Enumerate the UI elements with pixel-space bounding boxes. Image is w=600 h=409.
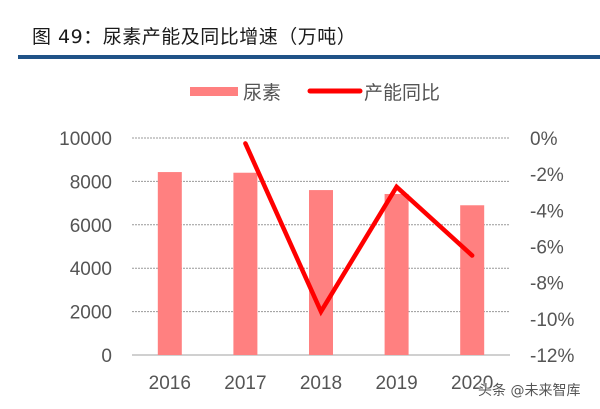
legend-bar-swatch xyxy=(190,87,238,96)
chart-title: 图 49：尿素产能及同比增速（万吨） xyxy=(32,26,357,48)
x-axis-tick: 2020 xyxy=(451,373,493,394)
bar-2018 xyxy=(309,190,333,355)
legend-label-yoy: 产能同比 xyxy=(364,82,440,104)
legend-label-urea: 尿素 xyxy=(243,82,281,104)
watermark: 头条 @未来智库 xyxy=(478,383,581,399)
right-axis-tick: -2% xyxy=(530,165,564,186)
right-axis-tick: 0% xyxy=(530,129,558,150)
x-axis-tick: 2017 xyxy=(224,373,266,394)
left-axis-tick: 2000 xyxy=(70,303,112,324)
left-axis-tick: 0 xyxy=(101,346,112,367)
x-axis-tick: 2019 xyxy=(375,373,417,394)
bar-2020 xyxy=(460,205,485,355)
left-axis-tick: 10000 xyxy=(59,129,112,150)
right-axis-tick: -8% xyxy=(530,274,564,295)
line-series-capacity-yoy xyxy=(243,141,475,317)
bar-2019 xyxy=(384,193,409,355)
right-axis-tick: -4% xyxy=(530,201,564,222)
left-axis-tick: 6000 xyxy=(70,216,112,237)
x-axis-tick: 2016 xyxy=(149,373,191,394)
left-axis-tick: 4000 xyxy=(70,259,112,280)
right-axis-tick: -12% xyxy=(530,346,574,367)
left-axis-tick: 8000 xyxy=(70,172,112,193)
right-axis-tick: -6% xyxy=(530,238,564,259)
right-axis-tick: -10% xyxy=(530,310,574,331)
title-divider xyxy=(18,55,600,59)
bar-2016 xyxy=(157,172,182,355)
bar-2017 xyxy=(233,172,258,355)
x-axis-tick: 2018 xyxy=(300,373,342,394)
